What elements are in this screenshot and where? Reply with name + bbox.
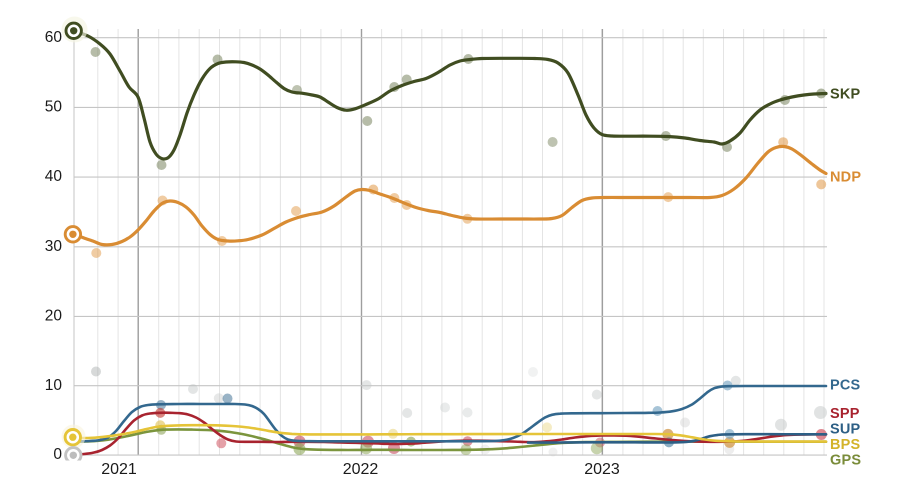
svg-text:20: 20 bbox=[45, 307, 63, 324]
svg-text:SKP: SKP bbox=[830, 86, 861, 102]
svg-text:60: 60 bbox=[45, 29, 63, 46]
svg-text:0: 0 bbox=[53, 446, 62, 463]
svg-text:2023: 2023 bbox=[584, 461, 620, 478]
svg-text:SUP: SUP bbox=[830, 422, 861, 438]
svg-text:2021: 2021 bbox=[101, 461, 137, 478]
svg-text:10: 10 bbox=[45, 377, 63, 394]
svg-text:50: 50 bbox=[45, 98, 63, 115]
svg-text:SPP: SPP bbox=[830, 406, 860, 422]
svg-text:30: 30 bbox=[45, 238, 63, 255]
svg-text:BPS: BPS bbox=[830, 437, 861, 453]
svg-text:NDP: NDP bbox=[830, 169, 861, 185]
svg-text:GPS: GPS bbox=[830, 453, 861, 469]
svg-text:2022: 2022 bbox=[343, 461, 379, 478]
svg-text:PCS: PCS bbox=[830, 377, 861, 393]
svg-text:40: 40 bbox=[45, 168, 63, 185]
